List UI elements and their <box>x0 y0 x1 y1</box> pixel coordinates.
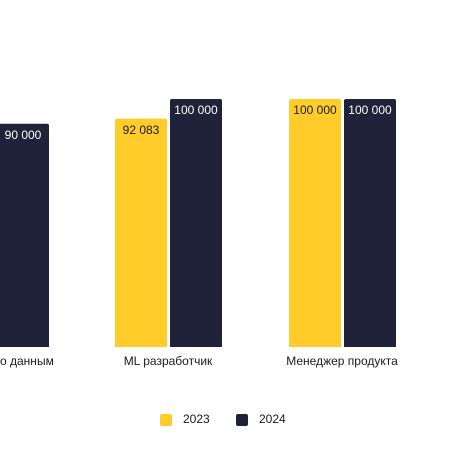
bar <box>170 99 222 347</box>
legend-label: 2023 <box>183 412 210 426</box>
bar <box>115 118 167 348</box>
x-tick-label: Менеджер продукта <box>286 354 398 368</box>
data-label: 100 000 <box>293 103 337 117</box>
bar <box>344 99 396 347</box>
legend-swatch <box>160 414 172 426</box>
x-tick-label: ML разработчик <box>124 354 213 368</box>
data-label: 92 083 <box>123 123 160 137</box>
bar <box>289 99 341 347</box>
legend-label: 2024 <box>259 412 286 426</box>
data-label: 100 000 <box>174 103 218 117</box>
data-label: 90 000 <box>5 128 42 142</box>
legend-swatch <box>236 414 248 426</box>
data-label: 100 000 <box>348 103 392 117</box>
x-tick-label: о данным <box>0 354 54 368</box>
bar <box>0 123 49 347</box>
